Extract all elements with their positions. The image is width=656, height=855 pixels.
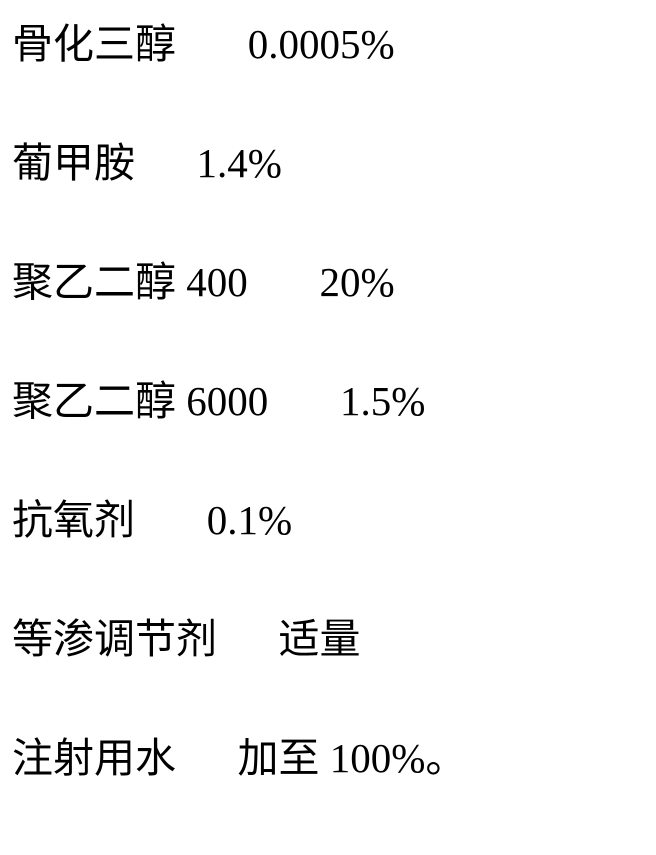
ingredient-value: 1.4% <box>197 140 282 186</box>
ingredient-value: 0.0005% <box>248 21 395 67</box>
ingredient-row: 葡甲胺 1.4% <box>12 143 644 184</box>
formulation-list: 骨化三醇 0.0005% 葡甲胺 1.4% 聚乙二醇 400 20% 聚乙二醇 … <box>0 0 656 855</box>
ingredient-label: 抗氧剂 <box>12 497 135 543</box>
ingredient-row: 注射用水 加至 100%。 <box>12 738 644 779</box>
ingredient-label: 葡甲胺 <box>12 140 135 186</box>
ingredient-value: 加至 100%。 <box>238 735 467 781</box>
ingredient-row: 抗氧剂 0.1% <box>12 500 644 541</box>
ingredient-label: 聚乙二醇 6000 <box>12 378 268 424</box>
ingredient-value: 1.5% <box>340 378 425 424</box>
ingredient-row: 聚乙二醇 6000 1.5% <box>12 381 644 422</box>
ingredient-row: 聚乙二醇 400 20% <box>12 262 644 303</box>
ingredient-value: 适量 <box>279 616 361 662</box>
ingredient-value: 0.1% <box>207 497 292 543</box>
ingredient-label: 等渗调节剂 <box>12 616 217 662</box>
ingredient-value: 20% <box>320 259 395 305</box>
ingredient-label: 聚乙二醇 400 <box>12 259 248 305</box>
ingredient-label: 注射用水 <box>12 735 176 781</box>
ingredient-label: 骨化三醇 <box>12 21 176 67</box>
ingredient-row: 骨化三醇 0.0005% <box>12 24 644 65</box>
ingredient-row: 等渗调节剂 适量 <box>12 619 644 660</box>
